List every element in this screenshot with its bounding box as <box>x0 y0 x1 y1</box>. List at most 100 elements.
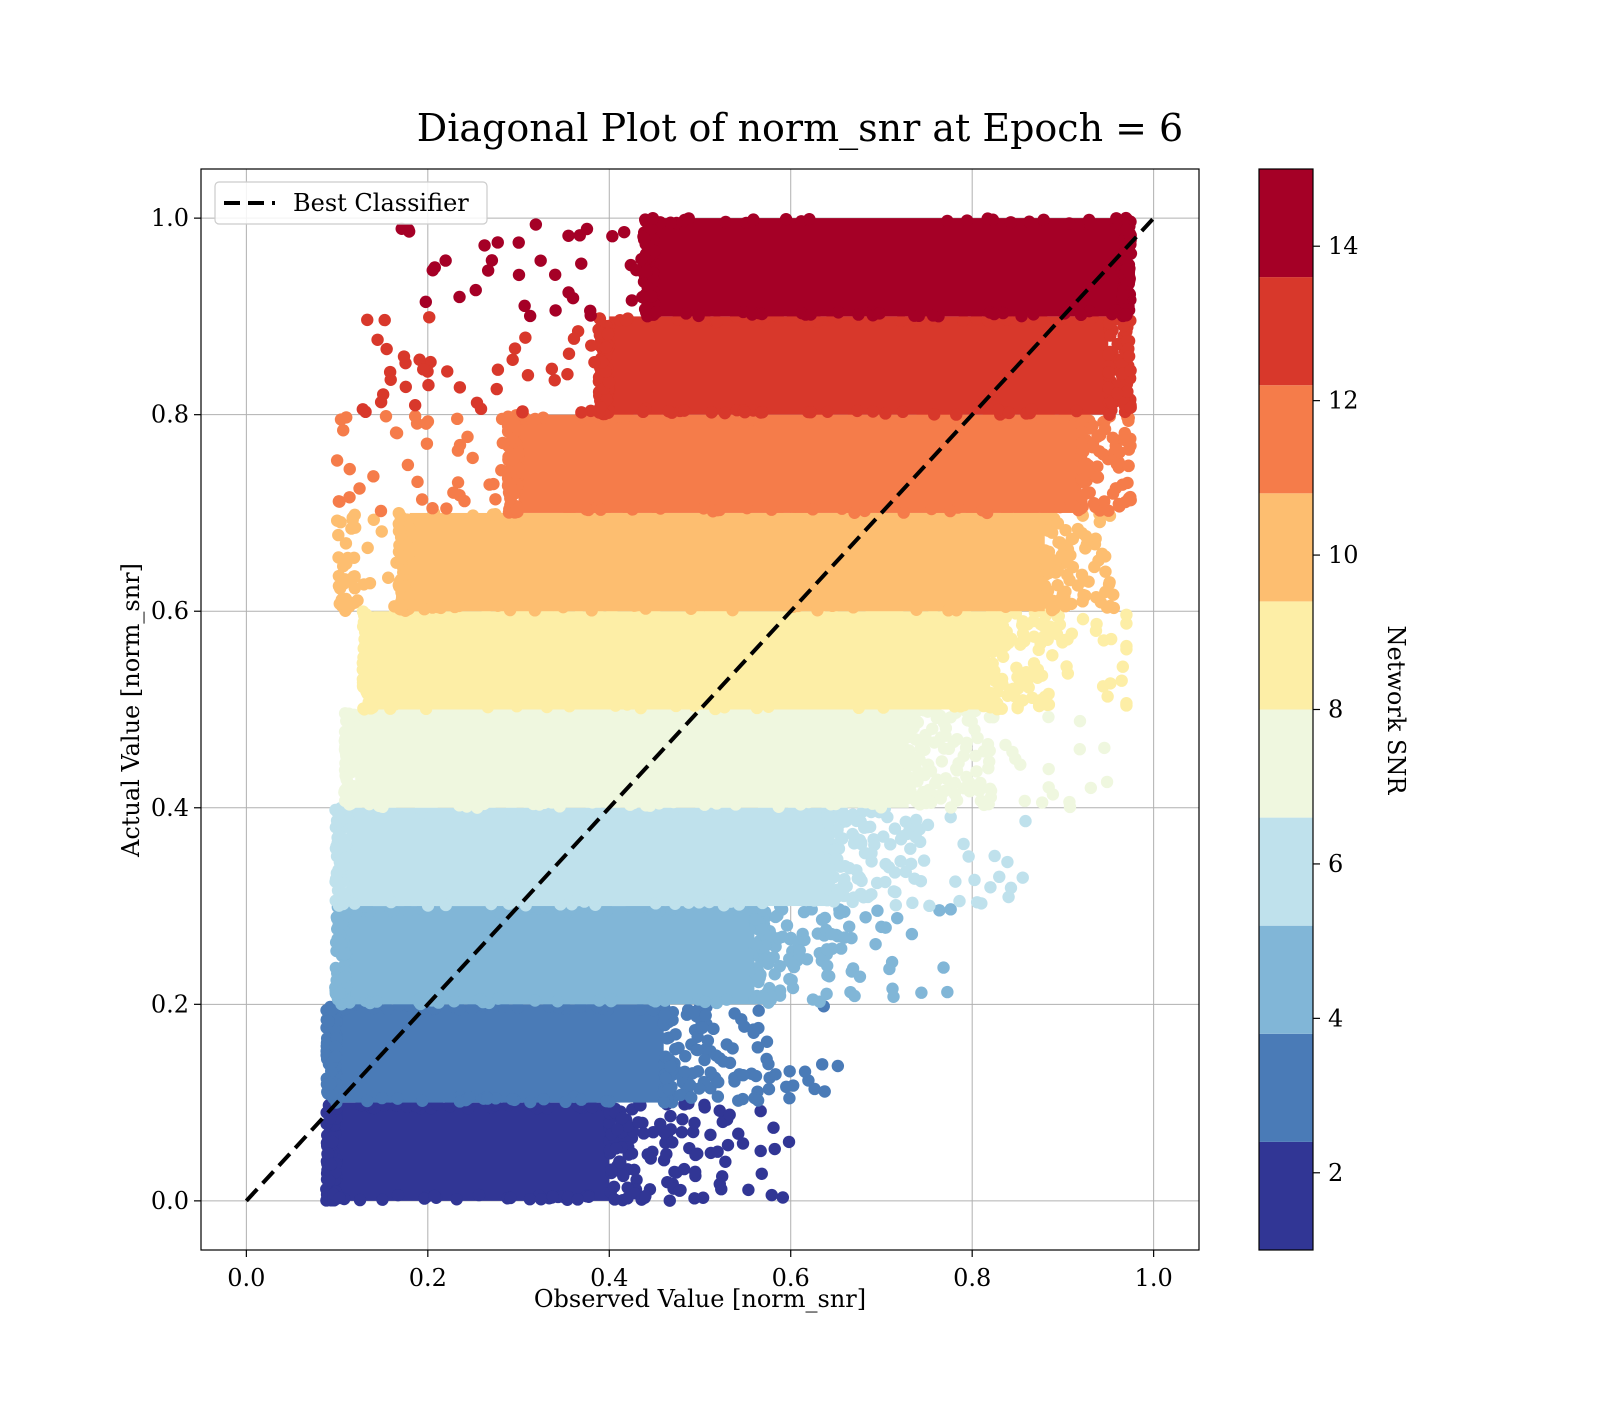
scatter-point <box>431 600 445 614</box>
colorbar-segment <box>1259 277 1313 386</box>
scatter-point <box>628 1163 641 1177</box>
scatter-point <box>507 895 521 908</box>
scatter-point <box>762 1057 775 1071</box>
scatter-point <box>505 1093 519 1106</box>
scatter-point <box>328 1040 342 1053</box>
scatter-point <box>476 995 490 1009</box>
scatter-point <box>904 842 917 855</box>
scatter-point <box>609 699 622 712</box>
scatter-point <box>887 990 900 1003</box>
scatter-point <box>649 897 662 910</box>
scatter-point <box>1111 387 1124 400</box>
scatter-point <box>811 604 824 617</box>
scatter-point <box>1115 674 1128 687</box>
scatter-point <box>448 600 461 614</box>
scatter-point <box>756 406 769 419</box>
scatter-point <box>658 1008 672 1021</box>
scatter-point <box>394 579 407 593</box>
scatter-series <box>330 408 1137 520</box>
scatter-point <box>751 1041 764 1054</box>
scatter-point <box>1053 500 1067 514</box>
scatter-point <box>950 604 963 617</box>
scatter-point <box>1042 592 1056 606</box>
scatter-point <box>625 1147 639 1160</box>
scatter-point <box>1105 307 1119 321</box>
scatter-point <box>321 1147 335 1160</box>
scatter-point <box>663 1194 676 1207</box>
scatter-point <box>813 708 826 722</box>
scatter-point <box>496 436 510 450</box>
scatter-point <box>592 993 606 1007</box>
scatter-point <box>1116 289 1129 302</box>
scatter-point <box>1037 511 1051 525</box>
scatter-point <box>420 437 434 450</box>
scatter-point <box>485 254 499 267</box>
scatter-point <box>1073 714 1087 728</box>
scatter-point <box>768 968 781 981</box>
scatter-point <box>674 1088 687 1102</box>
scatter-point <box>417 363 430 376</box>
scatter-point <box>846 962 860 975</box>
scatter-point <box>601 512 615 525</box>
scatter-point <box>421 899 435 912</box>
scatter-point <box>696 894 710 907</box>
scatter-point <box>666 1136 679 1149</box>
scatter-point <box>491 599 505 612</box>
scatter-point <box>1120 617 1133 630</box>
scatter-point <box>815 913 829 926</box>
scatter-point <box>489 493 502 506</box>
scatter-point <box>802 795 815 809</box>
scatter-point <box>1014 758 1027 771</box>
scatter-point <box>1092 554 1105 567</box>
x-tick-label: 0.0 <box>227 1264 265 1292</box>
scatter-point <box>393 524 407 537</box>
scatter-point <box>769 1068 782 1081</box>
scatter-point <box>1090 471 1104 484</box>
scatter-point <box>609 1142 623 1155</box>
scatter-point <box>713 1104 726 1117</box>
scatter-point <box>728 1075 741 1088</box>
scatter-point <box>401 905 414 918</box>
scatter-point <box>375 525 388 538</box>
colorbar-tick-label: 12 <box>1328 387 1359 415</box>
scatter-point <box>767 950 780 964</box>
scatter-point <box>696 1021 709 1034</box>
scatter-point <box>875 920 888 934</box>
scatter-point <box>343 491 356 504</box>
scatter-point <box>637 1127 650 1140</box>
scatter-point <box>1089 624 1103 637</box>
scatter-point <box>717 1055 730 1068</box>
scatter-point <box>1101 690 1114 703</box>
scatter-core-band <box>346 906 755 1005</box>
scatter-point <box>363 576 377 590</box>
colorbar-tick-label: 8 <box>1328 696 1343 724</box>
scatter-point <box>447 995 461 1008</box>
scatter-point <box>894 833 908 846</box>
scatter-point <box>688 1192 701 1205</box>
scatter-point <box>1099 565 1112 578</box>
scatter-point <box>747 213 760 226</box>
scatter-point <box>729 798 742 811</box>
scatter-point <box>617 1169 630 1183</box>
scatter-point <box>338 947 352 961</box>
scatter-point <box>604 994 618 1008</box>
scatter-point <box>1102 578 1116 591</box>
scatter-point <box>779 212 793 226</box>
scatter-point <box>914 874 928 888</box>
scatter-point <box>756 989 769 1003</box>
scatter-point <box>1112 497 1126 511</box>
scatter-point <box>360 685 373 698</box>
scatter-series <box>356 310 1137 421</box>
scatter-point <box>363 797 376 811</box>
scatter-point <box>800 953 814 966</box>
scatter-point <box>825 927 838 941</box>
scatter-series <box>330 506 1121 617</box>
scatter-point <box>842 920 856 933</box>
best-classifier-line <box>244 216 1156 1203</box>
scatter-point <box>516 405 529 418</box>
scatter-point <box>877 701 890 714</box>
scatter-point <box>857 891 870 904</box>
scatter-point <box>654 502 667 515</box>
scatter-points <box>320 211 1138 1207</box>
scatter-point <box>947 735 960 749</box>
